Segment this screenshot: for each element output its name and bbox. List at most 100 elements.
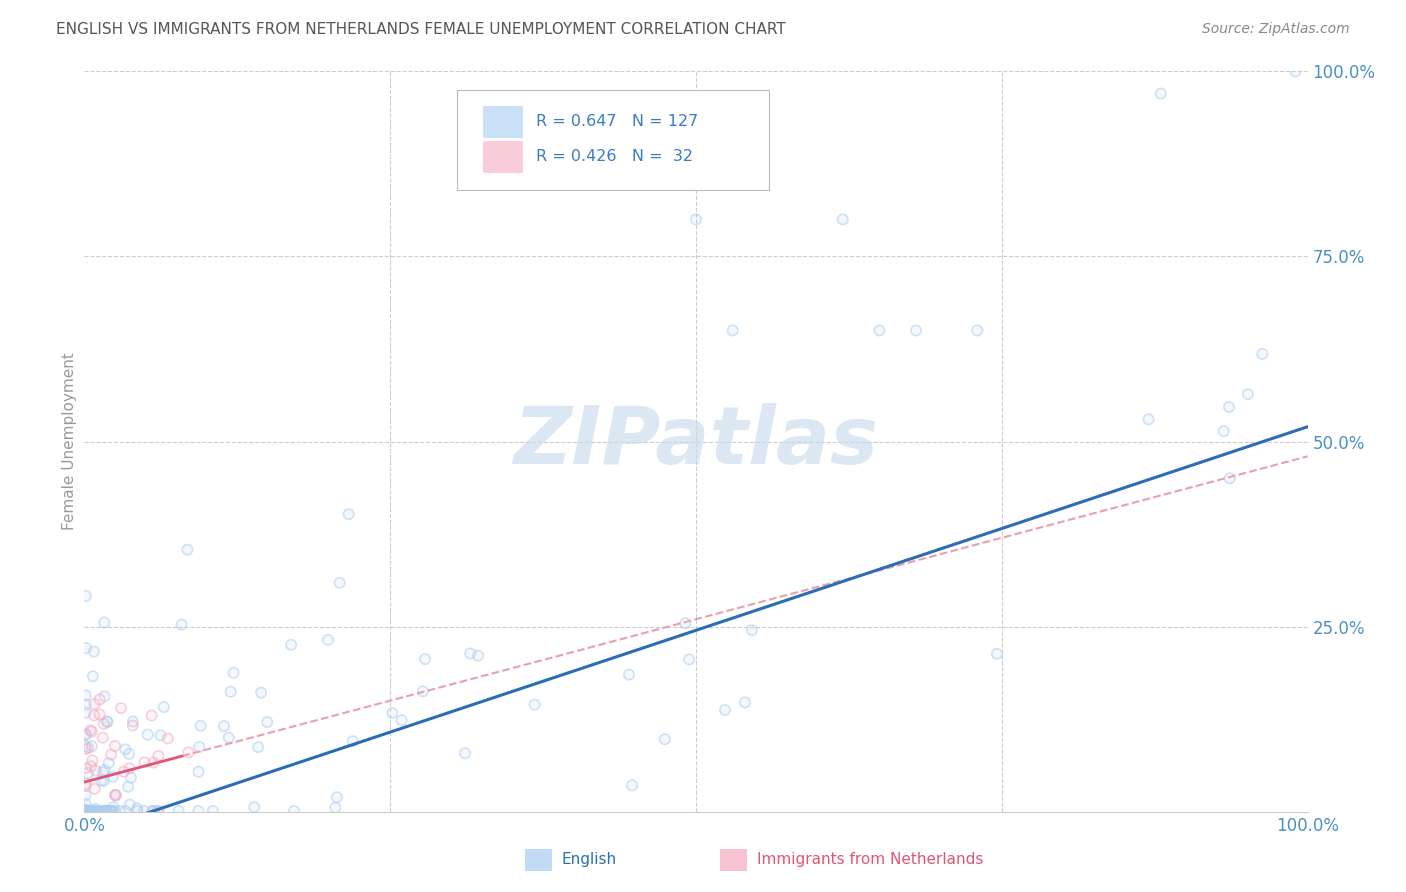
Point bbox=[118, 797, 141, 812]
Point bbox=[103, 800, 125, 814]
Point bbox=[90, 773, 112, 788]
Point bbox=[83, 644, 105, 658]
Point bbox=[721, 324, 744, 338]
Point bbox=[80, 739, 103, 754]
Text: ZIPatlas: ZIPatlas bbox=[513, 402, 879, 481]
Point bbox=[75, 706, 97, 720]
Point bbox=[250, 686, 273, 700]
Point bbox=[148, 804, 170, 818]
Point bbox=[80, 724, 103, 739]
Point bbox=[108, 804, 131, 818]
Point bbox=[342, 734, 364, 748]
Point bbox=[84, 764, 107, 778]
Point bbox=[97, 804, 120, 818]
Point bbox=[80, 739, 103, 754]
Point bbox=[93, 804, 115, 818]
Point bbox=[75, 641, 97, 656]
Point bbox=[617, 667, 640, 681]
Point bbox=[986, 647, 1008, 661]
Point bbox=[114, 742, 136, 756]
Point bbox=[1251, 347, 1274, 361]
Point bbox=[100, 804, 122, 818]
Point bbox=[75, 706, 97, 720]
Point bbox=[75, 689, 97, 703]
Point bbox=[685, 212, 707, 227]
Point bbox=[247, 740, 270, 755]
Point bbox=[326, 790, 349, 805]
Point bbox=[79, 804, 101, 818]
Point bbox=[413, 652, 436, 666]
Point bbox=[100, 804, 122, 818]
Point bbox=[104, 739, 127, 753]
FancyBboxPatch shape bbox=[457, 90, 769, 190]
Point bbox=[337, 507, 360, 521]
Point bbox=[127, 801, 149, 815]
Point bbox=[326, 790, 349, 805]
Text: Immigrants from Netherlands: Immigrants from Netherlands bbox=[758, 853, 984, 867]
Point bbox=[136, 728, 159, 742]
Point bbox=[187, 804, 209, 818]
Point bbox=[94, 804, 117, 818]
Point bbox=[75, 804, 97, 818]
Point bbox=[121, 718, 143, 732]
Point bbox=[153, 700, 176, 714]
Point bbox=[96, 714, 118, 729]
Point bbox=[75, 797, 97, 811]
Point bbox=[87, 804, 110, 818]
Point bbox=[91, 731, 114, 745]
Point bbox=[87, 804, 110, 818]
Point bbox=[93, 716, 115, 731]
Point bbox=[75, 761, 97, 775]
Point bbox=[93, 690, 115, 704]
Point bbox=[247, 740, 270, 755]
Point bbox=[82, 753, 104, 767]
Point bbox=[337, 507, 360, 521]
Point bbox=[243, 800, 266, 814]
Point bbox=[136, 728, 159, 742]
Point bbox=[77, 766, 100, 780]
Point bbox=[143, 804, 166, 818]
Point bbox=[75, 804, 97, 818]
Point bbox=[100, 804, 122, 818]
Y-axis label: Female Unemployment: Female Unemployment bbox=[62, 352, 77, 531]
Point bbox=[134, 756, 156, 770]
Point bbox=[96, 804, 118, 818]
Point bbox=[89, 707, 111, 722]
Point bbox=[685, 212, 707, 227]
Point bbox=[283, 804, 305, 818]
Point bbox=[454, 746, 477, 760]
Point bbox=[93, 615, 115, 630]
Point bbox=[167, 804, 190, 818]
Point bbox=[621, 779, 644, 793]
Point bbox=[1212, 424, 1234, 438]
Point bbox=[101, 770, 124, 784]
Point bbox=[93, 804, 115, 818]
Point bbox=[831, 212, 853, 227]
Point bbox=[75, 698, 97, 712]
Point bbox=[103, 804, 125, 818]
Point bbox=[170, 617, 193, 632]
Bar bbox=[524, 849, 551, 871]
Point bbox=[212, 719, 235, 733]
Point bbox=[391, 713, 413, 727]
Point bbox=[122, 714, 145, 729]
Point bbox=[141, 804, 163, 818]
Point bbox=[127, 804, 149, 818]
Point bbox=[146, 804, 169, 818]
Point bbox=[82, 804, 104, 818]
Point bbox=[316, 632, 339, 647]
Point bbox=[381, 706, 404, 720]
Point bbox=[100, 804, 122, 818]
Point bbox=[82, 753, 104, 767]
Point bbox=[141, 708, 163, 723]
Point bbox=[77, 740, 100, 755]
Point bbox=[188, 739, 211, 754]
Point bbox=[117, 780, 139, 794]
Point bbox=[177, 745, 200, 759]
Point bbox=[222, 665, 245, 680]
Point bbox=[90, 773, 112, 788]
Point bbox=[77, 804, 100, 818]
Point bbox=[134, 804, 156, 818]
Point bbox=[1150, 87, 1173, 101]
Point bbox=[75, 804, 97, 818]
